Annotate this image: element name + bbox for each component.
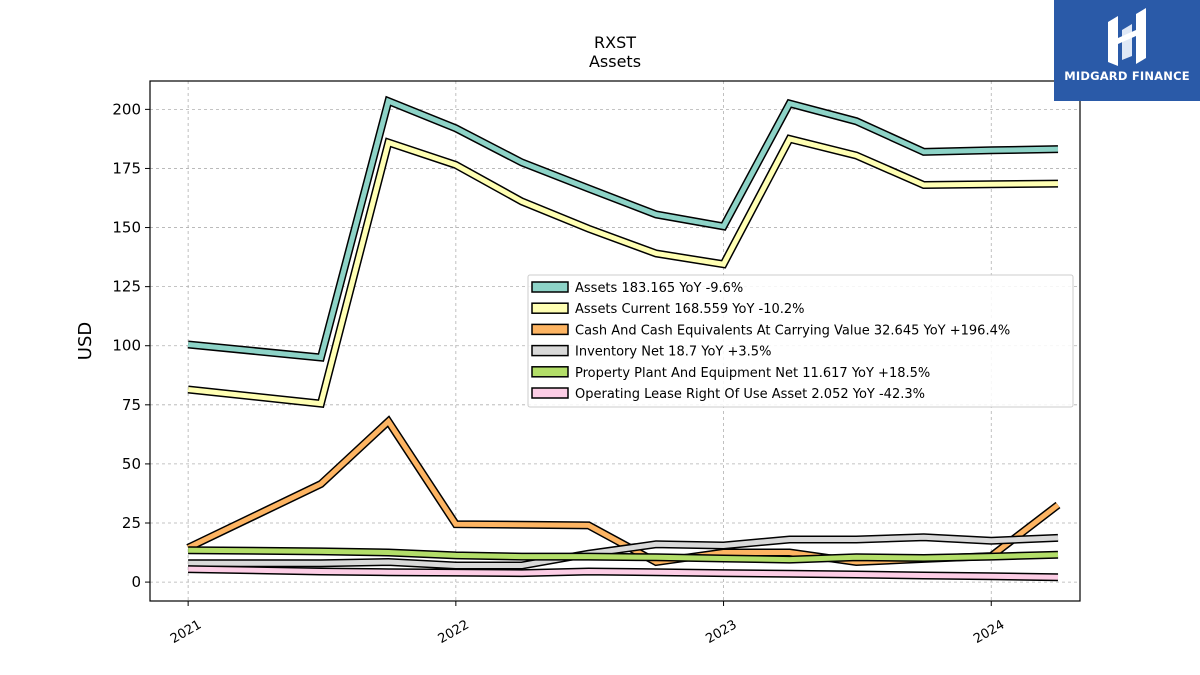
series-line xyxy=(187,136,1059,407)
midgard-logo-icon xyxy=(1108,8,1146,66)
legend-swatch xyxy=(531,366,569,378)
series-line xyxy=(187,97,1059,361)
legend: Assets 183.165 YoY -9.6% Assets Current 1… xyxy=(527,274,1074,408)
y-tick-label: 75 xyxy=(122,396,141,414)
legend-swatch xyxy=(531,281,569,293)
x-tick-label: 2023 xyxy=(703,617,739,647)
brand-logo-box: MIDGARD FINANCE xyxy=(1054,0,1200,101)
y-tick-label: 175 xyxy=(112,159,141,177)
series-1 xyxy=(187,134,1059,408)
plot-area-frame xyxy=(149,80,1081,602)
legend-label: Assets Current 168.559 YoY -10.2% xyxy=(575,302,805,317)
chart-title: RXST xyxy=(594,33,636,52)
brand-name: MIDGARD FINANCE xyxy=(1064,69,1190,83)
series-line xyxy=(188,534,1059,568)
series-lines xyxy=(186,95,1061,582)
x-axis-ticks: 2021 2022 2023 2024 xyxy=(168,601,1007,647)
y-tick-label: 125 xyxy=(112,278,141,296)
x-tick-label: 2022 xyxy=(436,617,472,647)
legend-swatch xyxy=(531,323,569,336)
series-0 xyxy=(187,95,1059,362)
series-line xyxy=(188,547,1059,563)
legend-label: Inventory Net 18.7 YoY +3.5% xyxy=(575,345,771,360)
series-line xyxy=(188,566,1059,580)
legend-label: Assets 183.165 YoY -9.6% xyxy=(575,281,743,296)
y-tick-label: 50 xyxy=(122,455,141,473)
legend-label: Cash And Cash Equivalents At Carrying Va… xyxy=(575,323,1010,338)
y-axis-ticks: 0 25 50 75 100 125 150 175 200 xyxy=(112,100,150,591)
y-axis-label: USD xyxy=(75,322,96,360)
legend-label: Property Plant And Equipment Net 11.617 … xyxy=(575,366,930,381)
y-tick-label: 100 xyxy=(112,337,141,355)
chart-subtitle: Assets xyxy=(589,52,641,71)
x-tick-label: 2024 xyxy=(971,617,1007,647)
y-tick-label: 150 xyxy=(112,219,141,237)
y-tick-label: 200 xyxy=(112,100,141,118)
y-tick-label: 25 xyxy=(122,514,141,532)
x-tick-label: 2021 xyxy=(168,617,204,647)
series-3 xyxy=(188,533,1059,570)
legend-swatch xyxy=(531,387,569,399)
legend-swatch xyxy=(531,302,569,314)
y-tick-label: 0 xyxy=(131,573,141,591)
legend-swatch xyxy=(531,344,569,357)
legend-box xyxy=(527,274,1074,408)
series-5 xyxy=(188,565,1059,582)
legend-label: Operating Lease Right Of Use Asset 2.052… xyxy=(575,387,925,402)
series-4 xyxy=(188,546,1059,564)
